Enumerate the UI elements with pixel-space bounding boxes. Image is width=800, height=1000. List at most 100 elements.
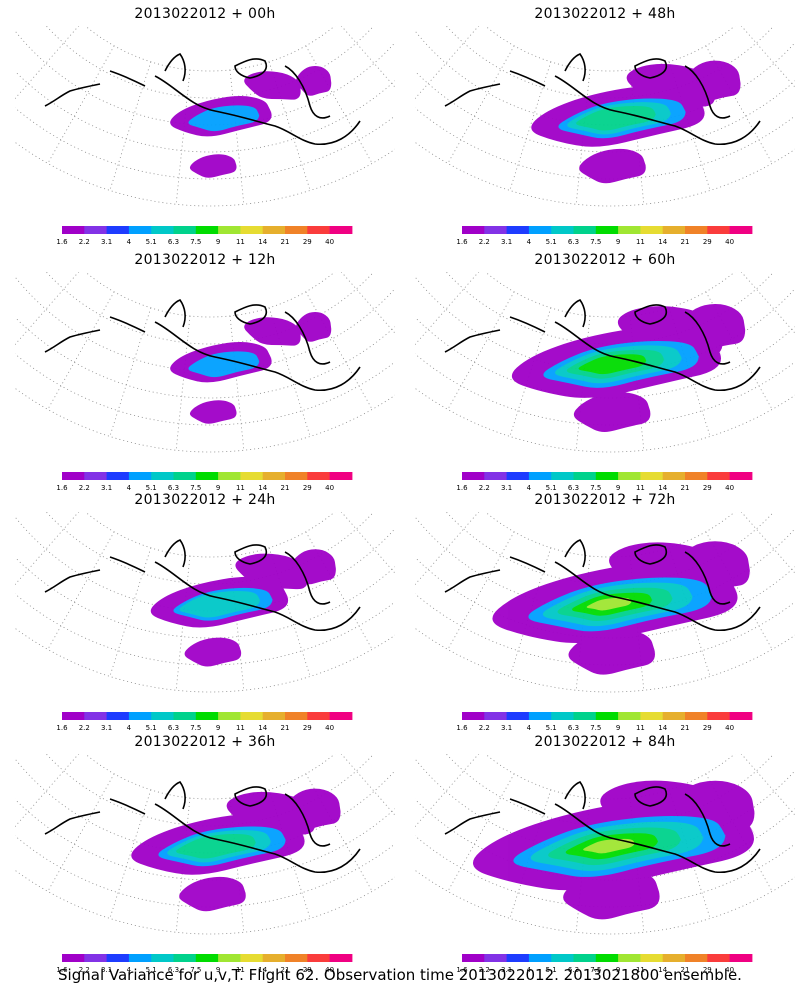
colorbar-label: 6.3 xyxy=(168,484,179,492)
colorbar-swatch xyxy=(106,472,130,480)
colorbar-swatch xyxy=(573,472,597,480)
colorbar-label: 4 xyxy=(127,724,132,732)
colorbar-swatch xyxy=(506,472,530,480)
colorbar-label: 2.2 xyxy=(479,484,490,492)
colorbar-label: 1.6 xyxy=(56,484,68,492)
colorbar-swatch xyxy=(329,226,353,234)
colorbar-label: 1.6 xyxy=(456,966,468,974)
colorbar: 1.6 2.2 3.1 4 5.1 6.3 7.5 9 11 14 21 29 40 xyxy=(456,472,753,492)
map-panel: 2013022012 + 48h 1.6 2.2 3.1 4 5.1 6.3 7.5 9 11 14… xyxy=(415,4,795,246)
panel-title: 2013022012 + 24h xyxy=(134,492,276,508)
colorbar-label: 7.5 xyxy=(590,238,601,246)
colorbar-swatch xyxy=(640,954,664,962)
colorbar-swatch xyxy=(218,712,241,720)
colorbar-swatch xyxy=(707,226,731,234)
colorbar-swatch xyxy=(329,472,353,480)
variance-shading xyxy=(170,65,332,178)
colorbar-swatch xyxy=(329,954,353,962)
colorbar-label: 7.5 xyxy=(590,966,601,974)
colorbar-label: 21 xyxy=(681,966,690,974)
colorbar-label: 40 xyxy=(325,966,334,974)
colorbar-swatch xyxy=(662,226,686,234)
colorbar-label: 6.3 xyxy=(568,484,579,492)
colorbar-label: 4 xyxy=(527,238,532,246)
colorbar-label: 7.5 xyxy=(190,966,201,974)
colorbar-swatch xyxy=(307,226,331,234)
colorbar-swatch xyxy=(84,712,108,720)
colorbar-label: 9 xyxy=(616,724,620,732)
colorbar-swatch xyxy=(307,472,331,480)
colorbar-label: 21 xyxy=(281,966,290,974)
colorbar-label: 14 xyxy=(258,724,267,732)
colorbar-label: 5.1 xyxy=(546,966,557,974)
colorbar-swatch xyxy=(640,712,664,720)
variance-shading xyxy=(150,549,337,667)
colorbar-swatch xyxy=(551,712,574,720)
colorbar-label: 14 xyxy=(658,724,667,732)
colorbar-swatch xyxy=(506,226,530,234)
colorbar-swatch xyxy=(329,712,353,720)
colorbar-swatch xyxy=(195,954,219,962)
colorbar-swatch xyxy=(618,226,641,234)
map-panel: 2013022012 + 12h 1.6 2.2 3.1 4 5.1 6.3 7.5 9 11 14… xyxy=(15,250,395,492)
colorbar-swatch xyxy=(528,226,552,234)
colorbar-swatch xyxy=(528,954,552,962)
colorbar-swatch xyxy=(128,226,152,234)
variance-shading xyxy=(131,788,341,912)
map-panel: 2013022012 + 00h 1.6 2.2 3.1 4 5.1 6.3 7.5 9 11 14… xyxy=(15,4,395,246)
colorbar-label: 29 xyxy=(303,724,312,732)
colorbar-label: 11 xyxy=(636,484,645,492)
colorbar-swatch xyxy=(573,226,597,234)
panel-title: 2013022012 + 60h xyxy=(534,252,676,268)
panel-title: 2013022012 + 00h xyxy=(134,6,276,22)
colorbar-label: 14 xyxy=(658,484,667,492)
colorbar-label: 1.6 xyxy=(456,724,468,732)
graticule xyxy=(415,272,795,453)
colorbar-swatch xyxy=(307,712,331,720)
colorbar-label: 4 xyxy=(127,966,132,974)
colorbar-label: 40 xyxy=(325,724,334,732)
coastline xyxy=(44,53,361,146)
colorbar-label: 2.2 xyxy=(79,238,90,246)
colorbar-label: 11 xyxy=(236,966,245,974)
colorbar-swatch xyxy=(128,472,152,480)
colorbar-label: 1.6 xyxy=(456,484,468,492)
colorbar-label: 29 xyxy=(703,724,712,732)
colorbar-swatch xyxy=(662,954,686,962)
colorbar-swatch xyxy=(462,954,485,962)
colorbar-label: 9 xyxy=(616,238,620,246)
colorbar-swatch xyxy=(195,226,219,234)
colorbar-swatch xyxy=(729,226,753,234)
colorbar-label: 4 xyxy=(127,484,132,492)
colorbar-swatch xyxy=(618,954,641,962)
colorbar-swatch xyxy=(484,472,508,480)
colorbar-label: 40 xyxy=(725,966,734,974)
colorbar-label: 21 xyxy=(281,238,290,246)
colorbar-swatch xyxy=(685,712,708,720)
colorbar-label: 9 xyxy=(616,484,620,492)
coastline xyxy=(44,781,361,874)
colorbar: 1.6 2.2 3.1 4 5.1 6.3 7.5 9 11 14 21 29 40 xyxy=(56,712,353,732)
coastline xyxy=(44,299,361,392)
colorbar-label: 5.1 xyxy=(546,724,557,732)
colorbar-swatch xyxy=(218,226,241,234)
colorbar-swatch xyxy=(240,226,264,234)
colorbar-swatch xyxy=(262,472,286,480)
coastline xyxy=(444,539,761,632)
colorbar-label: 9 xyxy=(616,966,620,974)
colorbar-label: 2.2 xyxy=(479,724,490,732)
colorbar-label: 11 xyxy=(236,238,245,246)
variance-map xyxy=(415,754,795,935)
colorbar: 1.6 2.2 3.1 4 5.1 6.3 7.5 9 11 14 21 29 40 xyxy=(56,954,353,974)
colorbar-swatch xyxy=(595,226,619,234)
panel-title: 2013022012 + 84h xyxy=(534,734,676,750)
colorbar-label: 29 xyxy=(303,966,312,974)
colorbar-label: 3.1 xyxy=(101,484,112,492)
colorbar-label: 3.1 xyxy=(501,966,512,974)
variance-shading xyxy=(492,541,751,675)
colorbar-swatch xyxy=(151,472,174,480)
colorbar-swatch xyxy=(173,712,197,720)
colorbar-swatch xyxy=(707,472,731,480)
colorbar-label: 14 xyxy=(658,966,667,974)
colorbar-label: 14 xyxy=(658,238,667,246)
